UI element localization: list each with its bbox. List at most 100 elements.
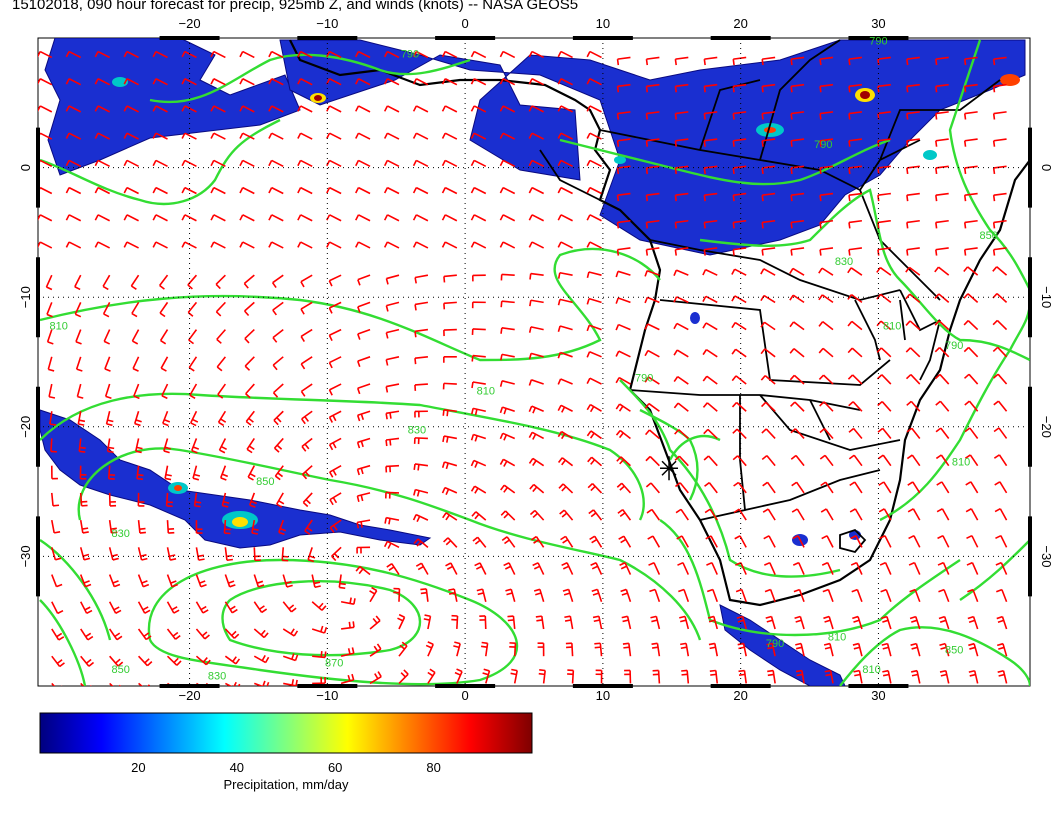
- wind-barb: [420, 588, 429, 602]
- wind-barb: [677, 561, 690, 575]
- wind-barb: [702, 322, 718, 331]
- wind-barb: [253, 574, 265, 588]
- wind-barb: [245, 383, 255, 399]
- wind-barb: [790, 192, 805, 202]
- wind-barb: [210, 214, 226, 222]
- wind-barb: [282, 653, 299, 662]
- wind-barb: [761, 219, 776, 229]
- wind-barb: [678, 588, 690, 603]
- wind-barb: [442, 409, 457, 417]
- lat-tick-label-left: −30: [18, 545, 33, 567]
- wind-barb: [383, 50, 400, 59]
- wind-barb: [645, 247, 660, 256]
- wind-barb: [94, 214, 111, 222]
- wind-barb: [78, 438, 86, 453]
- wind-barb: [528, 405, 544, 414]
- contour-label: 830: [111, 528, 129, 540]
- wind-barb: [993, 400, 1008, 412]
- wind-barb: [210, 241, 226, 249]
- wind-barb: [328, 437, 342, 451]
- wind-barb: [500, 510, 516, 521]
- wind-barb: [561, 562, 574, 575]
- wind-barb: [414, 410, 428, 418]
- wind-barb: [470, 241, 487, 249]
- wind-barb: [65, 78, 82, 86]
- contour-label: 830: [408, 424, 426, 436]
- contour-label: 850: [256, 476, 274, 488]
- wind-barb: [567, 669, 575, 684]
- wind-barb: [188, 356, 198, 372]
- wind-barb: [239, 159, 255, 168]
- wind-barb: [413, 437, 428, 445]
- wind-barb: [557, 50, 573, 59]
- wind-barb: [673, 269, 689, 276]
- wind-barb: [586, 159, 602, 168]
- wind-barb: [876, 320, 892, 331]
- wind-barb: [565, 642, 574, 657]
- wind-barb: [819, 454, 834, 467]
- wind-barb: [108, 574, 121, 588]
- wind-barb: [300, 383, 313, 397]
- wind-barb: [560, 535, 574, 548]
- wind-barb: [992, 219, 1007, 229]
- lon-tick-label-bottom: −10: [316, 688, 338, 703]
- contour-810-north: [39, 247, 661, 362]
- wind-barb: [761, 56, 776, 66]
- wind-barb: [474, 562, 487, 575]
- wind-barb: [761, 111, 776, 120]
- wind-barb: [936, 508, 950, 521]
- wind-barb: [704, 481, 718, 494]
- wind-barb: [528, 379, 544, 386]
- wind-barb: [994, 481, 1008, 494]
- wind-barb: [210, 132, 226, 140]
- wind-barb: [355, 159, 371, 168]
- wind-barb: [385, 464, 400, 473]
- wind-barb: [995, 534, 1008, 548]
- wind-barb: [356, 410, 371, 422]
- wind-barb: [645, 138, 660, 147]
- wind-barb: [877, 427, 892, 439]
- wind-barb: [615, 403, 631, 412]
- wind-barb: [331, 546, 342, 562]
- contour-label: 790: [401, 48, 419, 60]
- contour-west-south: [39, 539, 112, 686]
- wind-barb: [557, 298, 573, 306]
- wind-barb: [51, 601, 64, 615]
- marker-d2: [661, 460, 677, 476]
- wind-barb: [193, 492, 202, 508]
- wind-barb: [338, 574, 346, 590]
- wind-barb: [383, 132, 400, 140]
- wind-barb: [152, 105, 168, 113]
- wind-barb: [762, 508, 776, 521]
- wind-barb: [414, 383, 428, 391]
- wind-barb: [501, 536, 516, 548]
- wind-barb: [189, 383, 198, 399]
- wind-barb: [558, 483, 574, 494]
- wind-barb: [557, 430, 574, 440]
- wind-barb: [880, 615, 892, 630]
- wind-barb: [586, 132, 602, 140]
- wind-barb: [94, 78, 111, 86]
- wind-barb: [268, 159, 284, 168]
- wind-barb: [51, 574, 63, 588]
- wind-barb: [877, 247, 891, 256]
- wind-barb: [732, 455, 747, 467]
- wind-barb: [792, 561, 805, 575]
- wind-barb: [38, 241, 53, 249]
- wind-barb: [616, 247, 631, 256]
- wind-barb: [707, 615, 719, 630]
- lat-tick-label-left: −20: [18, 416, 33, 438]
- wind-barb: [644, 323, 660, 331]
- wind-barb: [454, 668, 463, 684]
- wind-barb: [251, 519, 259, 535]
- contour-equator: [699, 188, 1030, 362]
- wind-barb: [412, 214, 429, 222]
- wind-barb: [586, 297, 602, 305]
- wind-barb: [590, 562, 603, 575]
- wind-barb: [732, 111, 747, 120]
- wind-barb: [967, 588, 979, 603]
- wind-barb: [224, 655, 241, 665]
- wind-barb: [907, 508, 921, 521]
- wind-barb: [735, 588, 747, 603]
- wind-barb: [905, 347, 921, 358]
